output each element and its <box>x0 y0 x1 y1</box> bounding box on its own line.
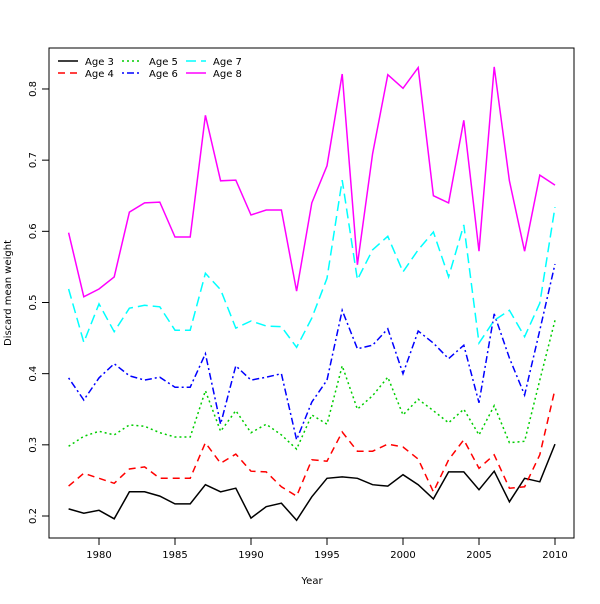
series-line-age-6 <box>67 263 556 443</box>
x-tick-label: 2000 <box>390 550 415 561</box>
y-tick-label: 0.8 <box>28 81 39 97</box>
plot-frame <box>48 47 575 539</box>
series-line-age-3 <box>68 443 556 522</box>
x-axis-label: Year <box>300 576 323 587</box>
y-axis-label: Discard mean weight <box>3 240 14 346</box>
x-tick-label: 2005 <box>466 550 491 561</box>
x-tick-label: 2010 <box>542 550 567 561</box>
y-tick-label: 0.2 <box>28 508 39 524</box>
legend-label: Age 8 <box>213 69 242 80</box>
series-line-age-4 <box>68 389 556 498</box>
legend-label: Age 3 <box>85 57 114 68</box>
series-line-age-7 <box>67 179 556 349</box>
series-line-age-8 <box>67 65 556 298</box>
legend-label: Age 7 <box>213 57 242 68</box>
x-tick-label: 1990 <box>238 550 263 561</box>
legend-label: Age 4 <box>85 69 114 80</box>
y-tick-label: 0.4 <box>28 366 39 382</box>
legend-label: Age 6 <box>149 69 178 80</box>
y-tick-label: 0.6 <box>28 223 39 239</box>
y-tick-label: 0.3 <box>28 437 39 453</box>
y-tick-label: 0.7 <box>28 152 39 168</box>
x-axis: 1980 1985 1990 1995 2000 2005 2010 <box>86 538 568 561</box>
y-tick-label: 0.5 <box>28 295 39 311</box>
series-lines <box>67 65 556 522</box>
legend-label: Age 5 <box>149 57 178 68</box>
x-tick-label: 1980 <box>86 550 111 561</box>
x-tick-label: 1995 <box>314 550 339 561</box>
y-axis: 0.2 0.3 0.4 0.5 0.6 0.7 0.8 <box>28 81 49 524</box>
x-tick-label: 1985 <box>162 550 187 561</box>
